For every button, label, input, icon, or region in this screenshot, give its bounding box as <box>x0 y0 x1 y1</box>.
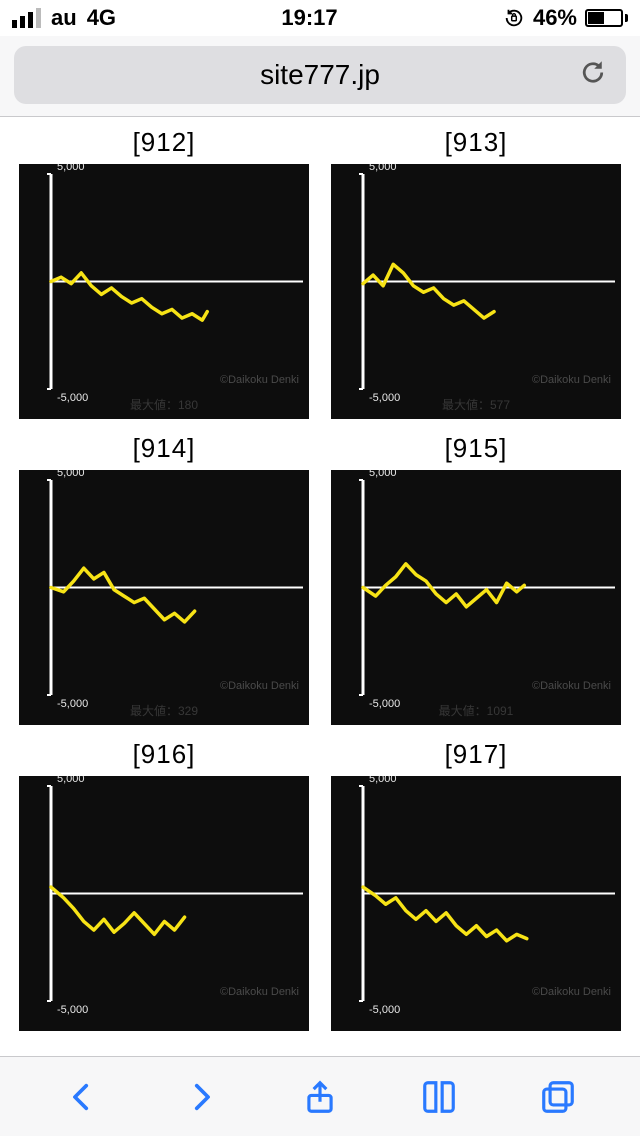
battery-pct: 46% <box>533 5 577 31</box>
chart-title: [917] <box>445 739 508 770</box>
forward-button[interactable] <box>171 1067 231 1127</box>
rotation-lock-icon <box>503 7 525 29</box>
network-label: 4G <box>87 5 116 31</box>
chart-title: [914] <box>133 433 196 464</box>
svg-text:最大値：180: 最大値：180 <box>130 397 198 412</box>
svg-text:©Daikoku Denki: ©Daikoku Denki <box>220 986 299 998</box>
chart-title: [915] <box>445 433 508 464</box>
svg-text:-5,000: -5,000 <box>369 1004 400 1016</box>
svg-text:5,000: 5,000 <box>369 164 397 173</box>
chart-cell-914[interactable]: [914] 5,000 -5,000 ©Daikoku Denki 最大値：329 <box>18 433 310 725</box>
svg-text:-5,000: -5,000 <box>369 698 400 710</box>
chart-cell-915[interactable]: [915] 5,000 -5,000 ©Daikoku Denki 最大値：1091 <box>330 433 622 725</box>
svg-text:©Daikoku Denki: ©Daikoku Denki <box>220 680 299 692</box>
url-bar[interactable]: site777.jp <box>14 46 626 104</box>
svg-text:-5,000: -5,000 <box>57 1004 88 1016</box>
chart-title: [913] <box>445 127 508 158</box>
svg-text:5,000: 5,000 <box>369 776 397 785</box>
battery-icon <box>585 9 628 27</box>
chart-cell-916[interactable]: [916] 5,000 -5,000 ©Daikoku Denki <box>18 739 310 1031</box>
svg-text:5,000: 5,000 <box>57 164 85 173</box>
chart-svg: 5,000 -5,000 ©Daikoku Denki <box>19 776 309 1031</box>
svg-text:-5,000: -5,000 <box>369 392 400 404</box>
svg-text:©Daikoku Denki: ©Daikoku Denki <box>532 680 611 692</box>
chart-title: [912] <box>133 127 196 158</box>
chart-cell-913[interactable]: [913] 5,000 -5,000 ©Daikoku Denki 最大値：577 <box>330 127 622 419</box>
share-button[interactable] <box>290 1067 350 1127</box>
status-right: 46% <box>503 5 628 31</box>
chart-cell-912[interactable]: [912] 5,000 -5,000 ©Daikoku Denki 最大値：180 <box>18 127 310 419</box>
back-button[interactable] <box>52 1067 112 1127</box>
ios-status-bar: au 4G 19:17 46% <box>0 0 640 36</box>
svg-text:最大値：1091: 最大値：1091 <box>439 703 514 718</box>
chart-title: [916] <box>133 739 196 770</box>
chart-svg: 5,000 -5,000 ©Daikoku Denki 最大値：329 <box>19 470 309 725</box>
svg-text:©Daikoku Denki: ©Daikoku Denki <box>220 374 299 386</box>
chart-svg: 5,000 -5,000 ©Daikoku Denki <box>331 776 621 1031</box>
clock: 19:17 <box>281 5 337 31</box>
url-text: site777.jp <box>260 59 380 91</box>
reload-icon[interactable] <box>578 58 608 93</box>
status-left: au 4G <box>12 5 116 31</box>
svg-text:最大値：577: 最大値：577 <box>442 397 510 412</box>
svg-text:5,000: 5,000 <box>57 470 85 479</box>
bookmarks-button[interactable] <box>409 1067 469 1127</box>
svg-text:5,000: 5,000 <box>369 470 397 479</box>
chart-svg: 5,000 -5,000 ©Daikoku Denki 最大値：180 <box>19 164 309 419</box>
svg-text:-5,000: -5,000 <box>57 392 88 404</box>
chart-svg: 5,000 -5,000 ©Daikoku Denki 最大値：1091 <box>331 470 621 725</box>
svg-text:最大値：329: 最大値：329 <box>130 703 198 718</box>
carrier-label: au <box>51 5 77 31</box>
svg-text:©Daikoku Denki: ©Daikoku Denki <box>532 374 611 386</box>
page-content: [912]5,000-5,000©Daikoku Denki最大値：180[91… <box>0 117 640 1056</box>
svg-text:-5,000: -5,000 <box>57 698 88 710</box>
chart-cell-917[interactable]: [917] 5,000 -5,000 ©Daikoku Denki <box>330 739 622 1031</box>
chart-svg: 5,000 -5,000 ©Daikoku Denki 最大値：577 <box>331 164 621 419</box>
tabs-button[interactable] <box>528 1067 588 1127</box>
svg-text:5,000: 5,000 <box>57 776 85 785</box>
safari-toolbar <box>0 1056 640 1136</box>
svg-text:©Daikoku Denki: ©Daikoku Denki <box>532 986 611 998</box>
chart-grid: [912]5,000-5,000©Daikoku Denki最大値：180[91… <box>0 117 640 1031</box>
signal-icon <box>12 8 41 28</box>
browser-chrome-top: site777.jp <box>0 36 640 117</box>
